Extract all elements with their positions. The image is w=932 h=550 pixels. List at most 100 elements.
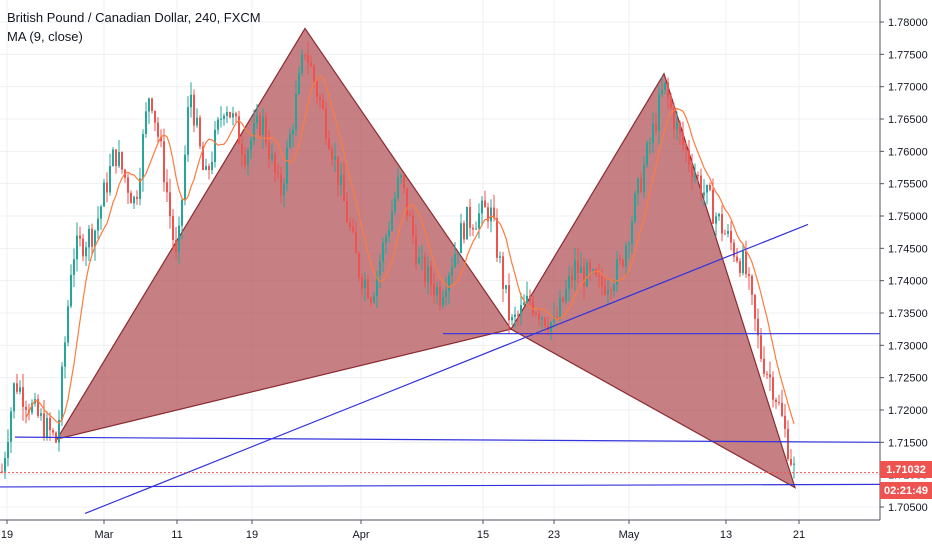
candle-body <box>100 206 102 219</box>
time-tick-label: 11 <box>171 529 182 541</box>
harmonic-pattern[interactable] <box>55 27 797 489</box>
candle-body <box>157 122 159 137</box>
candle-body <box>310 63 312 67</box>
candle-body <box>88 228 90 248</box>
candle-body <box>667 82 669 98</box>
candle-body <box>151 98 153 111</box>
candle-body <box>766 373 768 375</box>
candle-body <box>307 55 309 64</box>
candle-body <box>715 216 717 224</box>
candle-body <box>613 284 615 291</box>
candle-body <box>181 199 183 226</box>
candle-body <box>361 276 363 289</box>
candle-body <box>397 177 399 199</box>
candle-body <box>406 187 408 216</box>
candle-body <box>268 142 270 160</box>
candle-body <box>532 300 534 314</box>
candle-body <box>322 100 324 109</box>
candle-body <box>469 206 471 228</box>
candle-body <box>265 116 267 143</box>
candle-body <box>592 269 594 272</box>
candle-body <box>640 178 642 193</box>
price-axis[interactable]: 1.78000 1.77500 1.77000 1.76500 1.76000 1.755… <box>879 0 928 520</box>
candle-body <box>325 108 327 139</box>
candle-body <box>76 235 78 260</box>
countdown-tag: 02:21:49 <box>880 482 932 499</box>
candle-body <box>283 183 285 196</box>
time-tick-label: May <box>619 529 640 541</box>
candle-body <box>634 193 636 222</box>
candle-body <box>37 399 39 416</box>
candle-body <box>73 259 75 275</box>
candle-body <box>646 143 648 166</box>
candle-body <box>523 302 525 306</box>
price-tick-label: 1.77000 <box>888 82 928 94</box>
candle-body <box>721 214 723 234</box>
time-tick-label: 19 <box>246 529 258 541</box>
drawn-lines[interactable] <box>0 223 881 515</box>
candle-body <box>97 218 99 231</box>
candle-body <box>775 399 777 403</box>
candle-body <box>496 218 498 258</box>
candle-body <box>247 150 249 166</box>
candle-body <box>616 258 618 285</box>
candle-body <box>481 200 483 214</box>
candle-body <box>319 96 321 101</box>
price-tick-label: 1.72000 <box>888 405 928 417</box>
candle-body <box>142 134 144 179</box>
candle-body <box>286 147 288 184</box>
candle-body <box>631 221 633 245</box>
candle-body <box>373 296 375 303</box>
time-axis[interactable]: 19 Mar 11 19 Apr 15 23 May 13 21 <box>0 519 880 541</box>
candle-body <box>742 250 744 274</box>
candle-body <box>643 165 645 193</box>
candle-body <box>214 129 216 163</box>
candle-body <box>277 172 279 175</box>
candle-body <box>622 260 624 267</box>
candle-body <box>649 142 651 144</box>
candle-body <box>262 116 264 135</box>
candle-body <box>484 200 486 208</box>
time-tick-label: 23 <box>548 529 560 541</box>
candle-body <box>475 228 477 230</box>
candle-body <box>745 250 747 275</box>
candle-body <box>226 112 228 116</box>
candle-body <box>412 215 414 237</box>
candle-body <box>571 275 573 281</box>
candle-body <box>793 463 795 465</box>
candle-body <box>316 81 318 97</box>
candle-body <box>52 430 54 433</box>
candle-body <box>166 182 168 193</box>
candle-body <box>493 207 495 219</box>
candle-body <box>196 117 198 126</box>
candle-body <box>67 306 69 343</box>
candle-body <box>49 417 51 431</box>
candlestick-series <box>1 41 795 479</box>
candle-body <box>472 227 474 230</box>
candle-body <box>535 313 537 315</box>
candle-body <box>505 285 507 289</box>
candle-body <box>298 72 300 95</box>
candle-body <box>136 196 138 199</box>
chart-legend: British Pound / Canadian Dollar, 240, FX… <box>7 8 261 46</box>
candle-body <box>739 261 741 274</box>
candle-body <box>172 216 174 241</box>
candle-body <box>217 119 219 130</box>
candle-body <box>652 123 654 143</box>
candle-body <box>19 387 21 392</box>
candle-body <box>553 316 555 323</box>
price-tick-label: 1.73000 <box>888 340 928 352</box>
candle-body <box>127 177 129 193</box>
candle-body <box>670 97 672 108</box>
candle-body <box>661 89 663 95</box>
candle-body <box>427 266 429 283</box>
candle-body <box>733 242 735 257</box>
price-tick-label: 1.78000 <box>888 17 928 29</box>
last-price-tag: 1.71032 <box>880 461 932 478</box>
price-tick-label: 1.74500 <box>888 243 928 255</box>
candle-body <box>589 262 591 272</box>
candle-body <box>379 261 381 276</box>
candle-body <box>463 223 465 240</box>
candle-body <box>394 198 396 212</box>
